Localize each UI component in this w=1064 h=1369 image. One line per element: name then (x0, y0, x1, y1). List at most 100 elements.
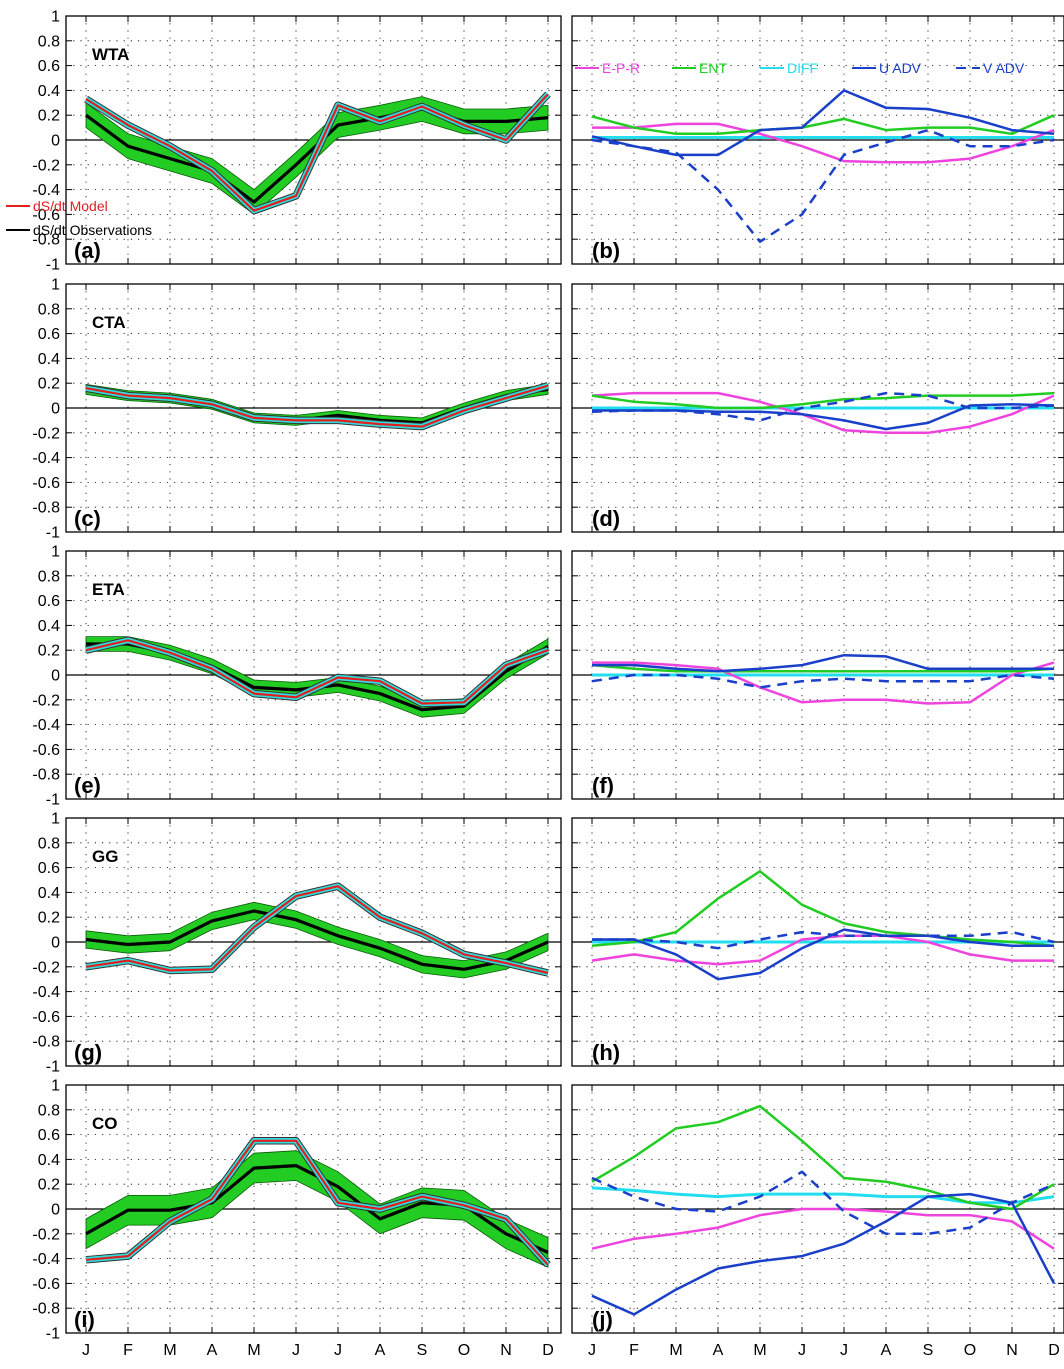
y-tick-label: -0.8 (32, 1034, 60, 1051)
x-tick-label-left: S (417, 1342, 428, 1359)
x-tick-label-right: N (1006, 1342, 1018, 1359)
y-tick-label: -0.2 (32, 1226, 60, 1243)
ent-line (591, 870, 1055, 947)
uadv-line (591, 89, 1055, 157)
y-tick-label: -1 (46, 257, 60, 274)
legend-obs-label: dS/dt Observations (33, 222, 152, 238)
legend-label: ENT (699, 60, 727, 76)
obs-spread-band (85, 383, 549, 429)
y-tick-label: 0.2 (38, 108, 60, 125)
x-tick-label-left: J (292, 1342, 300, 1359)
uadv-line (592, 928, 1054, 981)
ent-line (591, 663, 1055, 673)
x-tick-label-left: M (163, 1342, 176, 1359)
y-tick-label: -0.8 (32, 232, 60, 249)
y-tick-label: 0.2 (38, 910, 60, 927)
x-tick-label-left: A (375, 1342, 386, 1359)
y-tick-label: 0.4 (38, 351, 60, 368)
y-tick-label: -0.8 (32, 1301, 60, 1318)
x-tick-label-left: A (207, 1342, 218, 1359)
y-tick-label: -0.4 (32, 450, 60, 467)
y-tick-label: 1 (51, 544, 60, 561)
left-panel-eta: 1 0.8 0.6 0.4 0.2 0 -0.2 -0.4 -0.6 -0.8 -1 ETA (e) (32, 544, 562, 809)
right-panel-wta: (b) E-P-R ENT DIFF U ADV V ADV (571, 15, 1064, 265)
y-tick-label: -0.4 (32, 182, 60, 199)
x-tick-label-left: J (82, 1342, 90, 1359)
y-tick-label: 0.6 (38, 326, 60, 343)
y-tick-label: 0.8 (38, 1102, 60, 1119)
x-tick-label-right: S (923, 1342, 934, 1359)
model-line (85, 93, 549, 212)
y-tick-label: 0.4 (38, 885, 60, 902)
right-panel-gg: (h) (571, 817, 1064, 1067)
right-panel-co: (j) (571, 1084, 1064, 1334)
y-tick-label: -0.4 (32, 984, 60, 1001)
left-panel-gg: 1 0.8 0.6 0.4 0.2 0 -0.2 -0.4 -0.6 -0.8 -1 GG (g) (32, 811, 562, 1076)
diff-line (591, 1186, 1055, 1205)
y-tick-label: 0.6 (38, 58, 60, 75)
vadv-line (591, 128, 1055, 243)
x-tick-label-left: D (542, 1342, 554, 1359)
x-tick-label-right: A (713, 1342, 724, 1359)
right-panel-cta: (d) (571, 283, 1064, 533)
y-tick-label: -0.2 (32, 157, 60, 174)
x-tick-label-left: M (247, 1342, 260, 1359)
y-tick-label: 0.2 (38, 376, 60, 393)
panel-label: (b) (592, 238, 620, 263)
y-tick-label: 0.4 (38, 83, 60, 100)
y-tick-label: 0.2 (38, 1177, 60, 1194)
y-tick-label: -0.8 (32, 500, 60, 517)
x-tick-label-right: O (964, 1342, 976, 1359)
y-tick-label: 0.4 (38, 618, 60, 635)
vadv-line (591, 391, 1055, 422)
legend-label: U ADV (879, 60, 922, 76)
epr-line (592, 122, 1055, 164)
ent-line (591, 1104, 1055, 1211)
region-label: CO (92, 1114, 118, 1133)
right-legend: E-P-R ENT DIFF U ADV V ADV (575, 60, 1025, 76)
y-tick-label: -0.6 (32, 1276, 60, 1293)
left-panel-co: 1 0.8 0.6 0.4 0.2 0 -0.2 -0.4 -0.6 -0.8 -1 CO (i) (32, 1078, 562, 1343)
y-tick-label: -1 (46, 1059, 60, 1076)
y-tick-label: -0.6 (32, 475, 60, 492)
model-line (85, 1139, 549, 1266)
left-panel-cta: 1 0.8 0.6 0.4 0.2 0 -0.2 -0.4 -0.6 -0.8 -1 CTA (c) (32, 277, 562, 542)
x-tick-label-right: J (798, 1342, 806, 1359)
y-tick-label: 0 (51, 133, 60, 150)
y-tick-label: 0.6 (38, 860, 60, 877)
x-tick-label-right: J (840, 1342, 848, 1359)
uadv-line (591, 1192, 1056, 1316)
y-tick-label: -0.2 (32, 959, 60, 976)
y-tick-label: 0.6 (38, 1127, 60, 1144)
y-tick-label: 0.4 (38, 1152, 60, 1169)
legend-label: DIFF (787, 60, 818, 76)
y-tick-label: -1 (46, 792, 60, 809)
y-tick-label: -1 (46, 1326, 60, 1343)
panel-label: (i) (74, 1307, 95, 1332)
y-tick-label: 0 (51, 668, 60, 685)
region-label: ETA (92, 580, 125, 599)
region-label: GG (92, 847, 118, 866)
y-tick-label: 0.8 (38, 835, 60, 852)
y-tick-label: -0.6 (32, 742, 60, 759)
ent-line (591, 114, 1055, 136)
y-tick-label: -0.6 (32, 1009, 60, 1026)
x-tick-label-right: J (588, 1342, 596, 1359)
right-panel-eta: (f) (571, 550, 1064, 800)
panel-label: (c) (74, 506, 101, 531)
x-tick-label-left: O (458, 1342, 470, 1359)
x-tick-label-right: M (669, 1342, 682, 1359)
x-tick-label-left: N (500, 1342, 512, 1359)
x-tick-label-right: D (1048, 1342, 1060, 1359)
y-tick-label: 0 (51, 1202, 60, 1219)
epr-line (591, 1207, 1055, 1250)
panel-label: (a) (74, 238, 101, 263)
panel-label: (f) (592, 773, 614, 798)
y-tick-label: 0.2 (38, 643, 60, 660)
y-tick-label: -0.6 (32, 207, 60, 224)
y-tick-label: 1 (51, 811, 60, 828)
x-tick-label-right: M (753, 1342, 766, 1359)
month-labels: J JF FM MA AM MJ JJ JA AS SO ON ND D (82, 1342, 1060, 1359)
obs-line (85, 909, 549, 971)
